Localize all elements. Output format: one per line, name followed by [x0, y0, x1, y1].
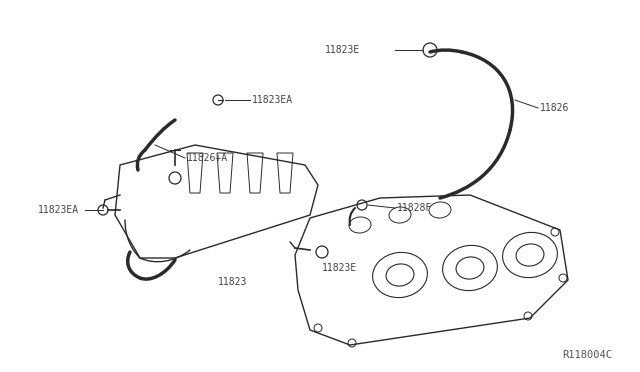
Text: 11826: 11826	[540, 103, 570, 113]
Text: R118004C: R118004C	[562, 350, 612, 360]
Text: 11823EA: 11823EA	[252, 95, 293, 105]
Text: 11823E: 11823E	[325, 45, 360, 55]
Text: 11823E: 11823E	[322, 263, 357, 273]
Text: 11828F: 11828F	[397, 203, 432, 213]
Text: 11826+A: 11826+A	[187, 153, 228, 163]
Text: 11823EA: 11823EA	[38, 205, 79, 215]
Text: 11823: 11823	[218, 277, 248, 287]
